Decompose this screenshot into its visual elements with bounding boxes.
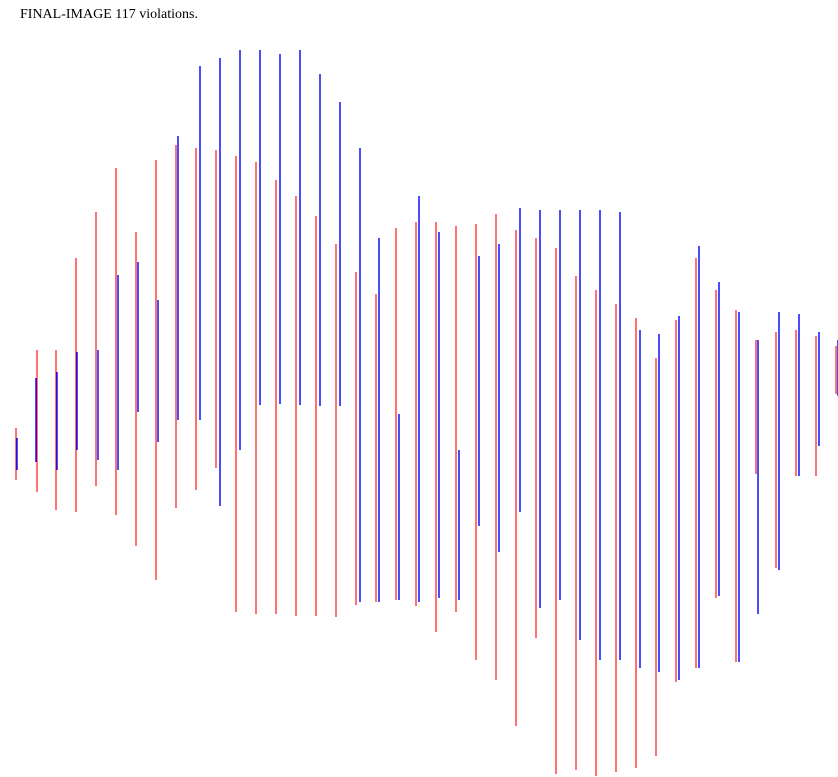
page-title: FINAL-IMAGE 117 violations. — [20, 7, 198, 22]
